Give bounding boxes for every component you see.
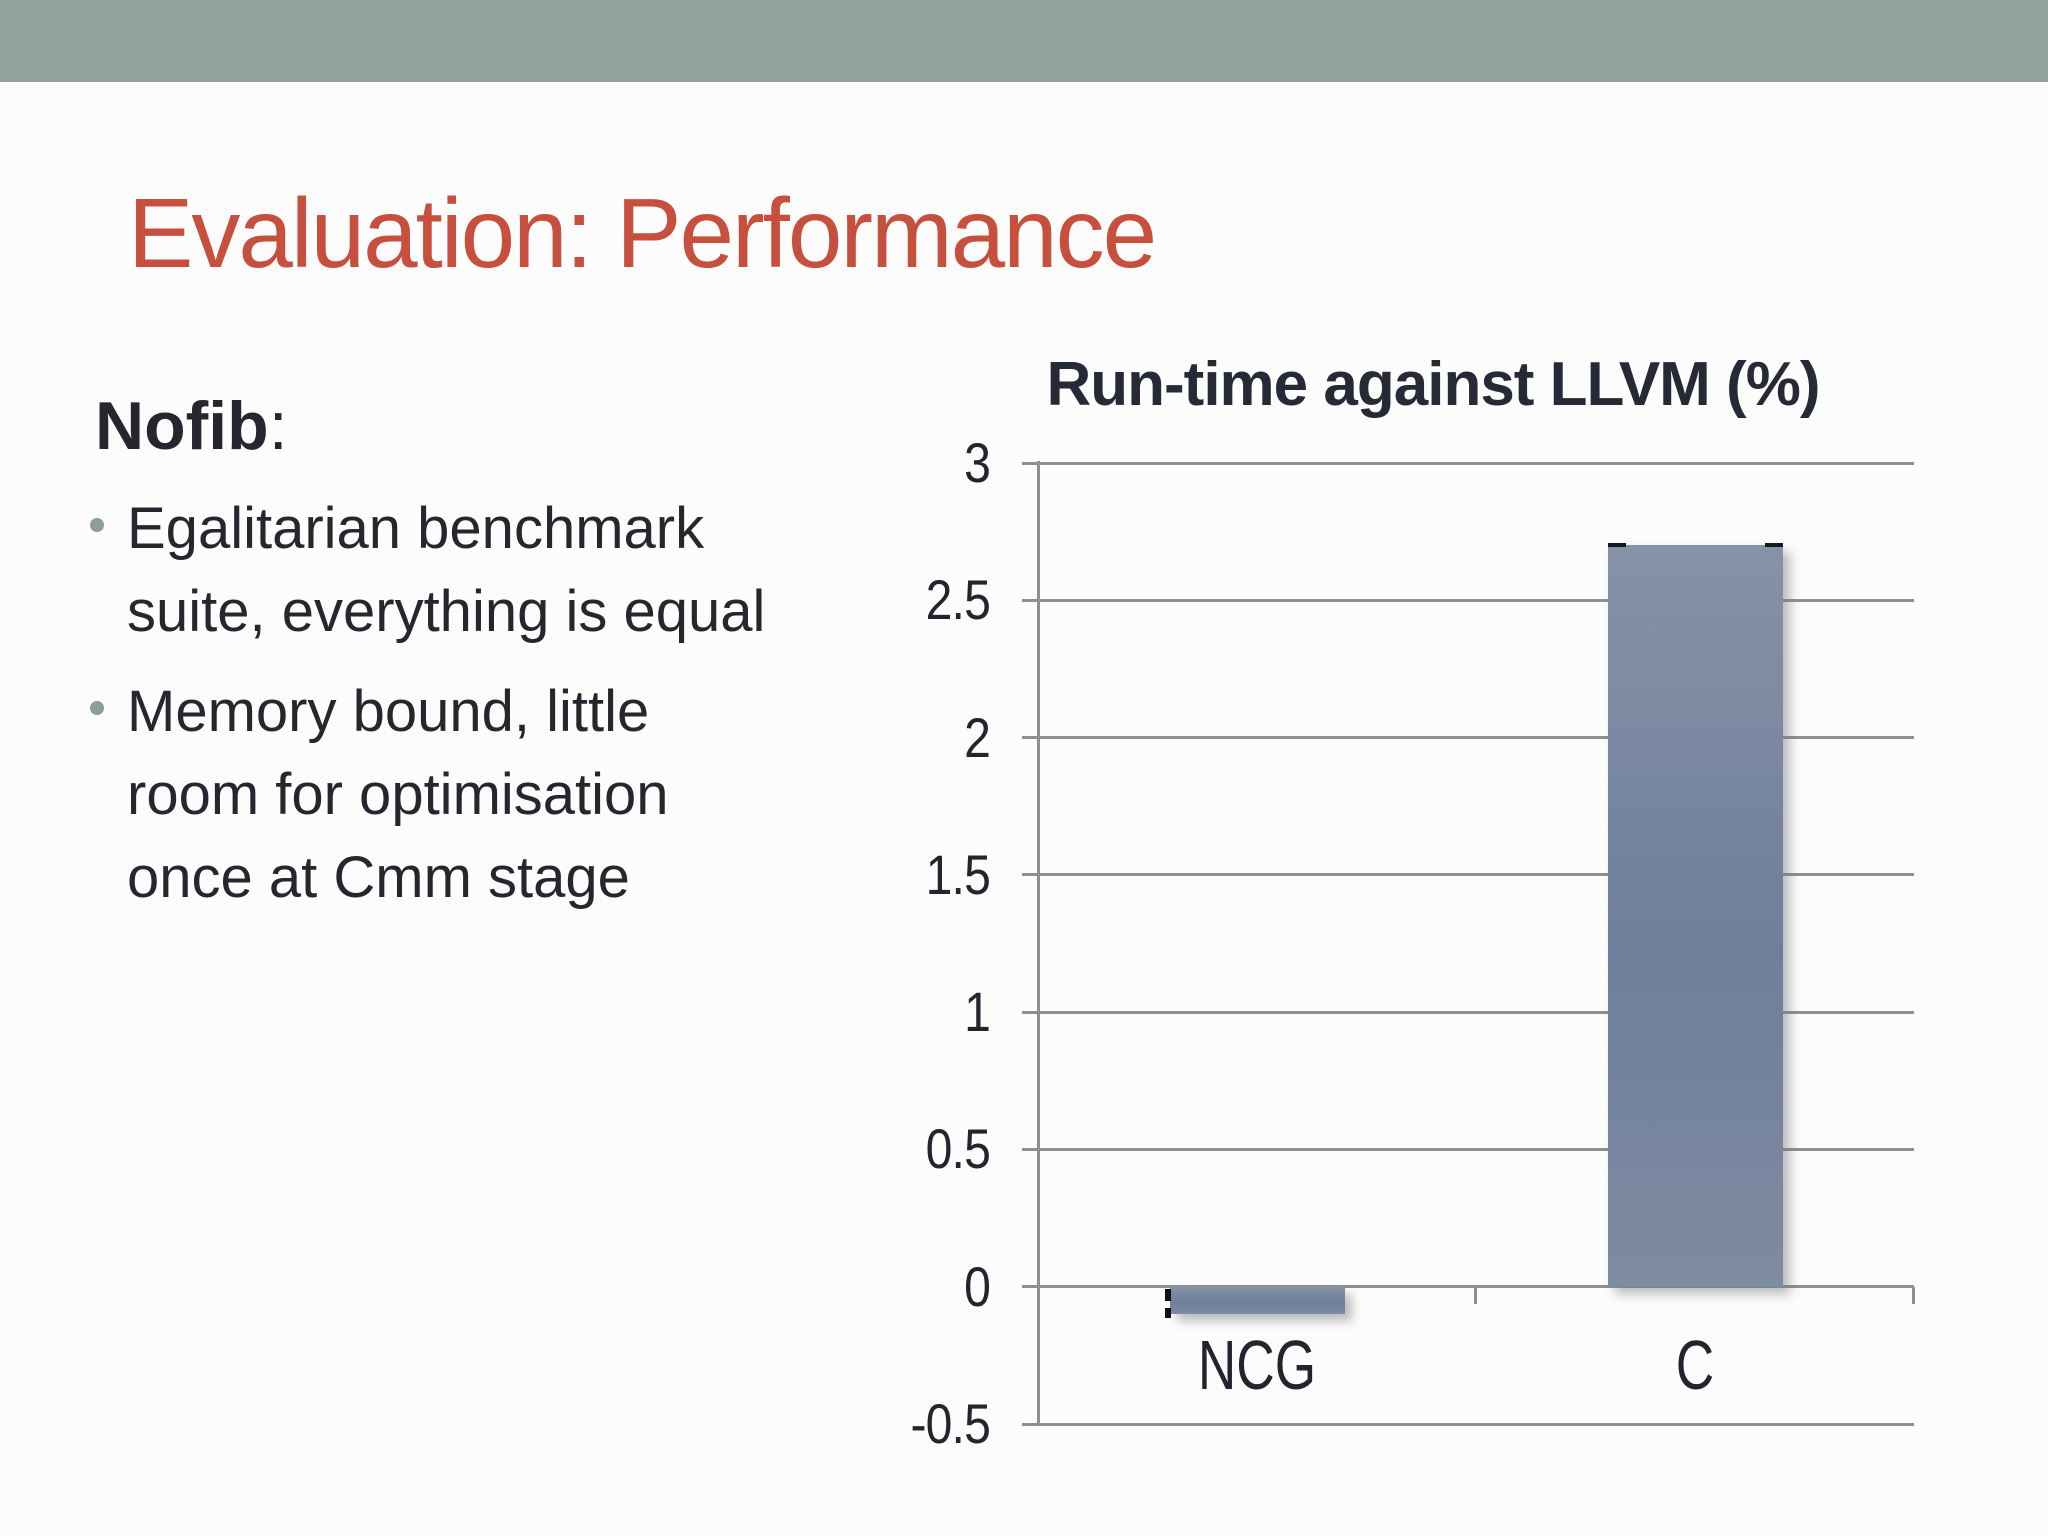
y-axis-tick-label: 1: [964, 980, 991, 1044]
x-axis-tick: [1474, 1286, 1477, 1304]
error-bar-cap: [1607, 543, 1626, 548]
y-axis-tick-label: 0.5: [925, 1117, 991, 1181]
bullet-text: Memory bound, little room for optimisati…: [127, 679, 669, 910]
slide-title: Evaluation: Performance: [128, 178, 1157, 288]
bullet-text: Egalitarian benchmark suite, everything …: [127, 496, 766, 644]
bullet-dot: [90, 518, 104, 532]
x-axis-tick: [1912, 1286, 1915, 1304]
gridline: [1022, 461, 1914, 465]
x-axis-category-label: C: [1675, 1326, 1715, 1404]
gridline: [1022, 1285, 1914, 1289]
header-bar: [0, 0, 2048, 82]
gridline: [1022, 736, 1914, 740]
bullet-item: Memory bound, little room for optimisati…: [88, 670, 948, 919]
gridline: [1022, 1147, 1914, 1151]
bullet-item: Egalitarian benchmark suite, everything …: [88, 487, 948, 653]
gridline: [1022, 873, 1914, 877]
section-heading-word: Nofib: [95, 388, 269, 464]
y-axis-tick-label: -0.5: [910, 1392, 990, 1455]
y-axis-tick-label: 1.5: [925, 842, 991, 906]
y-axis-line: [1037, 461, 1040, 1426]
section-heading-colon: :: [268, 388, 288, 464]
error-bar-cap: [1764, 543, 1783, 548]
y-axis-tick-label: 0: [964, 1254, 991, 1318]
gridline: [1022, 598, 1914, 602]
bar-C: [1607, 545, 1783, 1287]
bullet-dot: [90, 701, 104, 715]
y-axis-tick-label: 2.5: [925, 568, 991, 632]
y-axis-tick-label: 2: [964, 705, 991, 769]
y-axis-tick-label: 3: [964, 431, 991, 494]
gridline: [1022, 1422, 1914, 1426]
gridline: [1022, 1010, 1914, 1014]
x-axis-category-label: NCG: [1197, 1326, 1317, 1404]
section-heading: Nofib:: [95, 392, 288, 460]
chart-title: Run-time against LLVM (%): [1046, 350, 1821, 419]
bullet-list: Egalitarian benchmark suite, everything …: [88, 487, 948, 936]
error-bar-whisker: [1164, 1288, 1171, 1319]
bar-NCG: [1169, 1286, 1345, 1315]
